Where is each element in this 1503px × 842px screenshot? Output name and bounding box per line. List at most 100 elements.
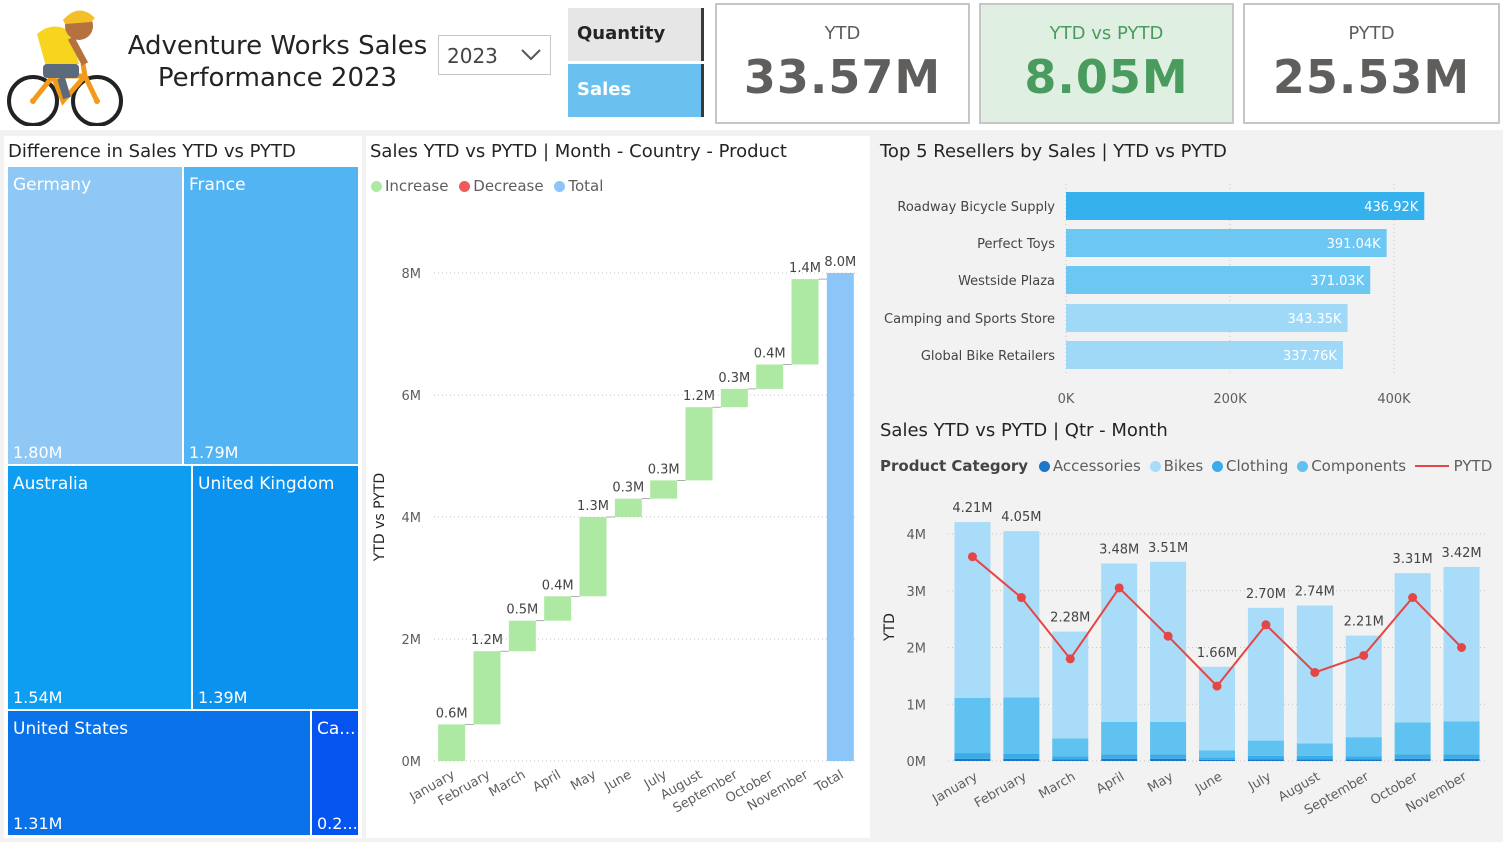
kpi-value: 8.05M <box>1024 50 1189 104</box>
x-tick-label: April <box>530 767 563 795</box>
kpi-label: YTD vs PYTD <box>1049 23 1164 44</box>
y-tick-label: 0M <box>907 755 927 770</box>
stacked-bar-segment <box>1003 697 1040 754</box>
tile-name: United Kingdom <box>198 474 335 494</box>
stacked-bar-segment <box>1003 531 1040 698</box>
data-label: 371.03K <box>1310 274 1364 289</box>
legend-swatch-accessories <box>1038 461 1050 472</box>
legend-swatch-total <box>554 181 566 192</box>
kpi-value: 33.57M <box>743 50 942 104</box>
tile-name: France <box>189 175 246 195</box>
data-label: 2.21M <box>1344 615 1384 630</box>
x-tick-label: 0K <box>1058 392 1075 407</box>
kpi-card-ytd: YTD 33.57M <box>715 3 970 124</box>
tile-value: 1.79M <box>189 443 239 462</box>
pytd-point <box>1114 583 1124 593</box>
kpi-card-pytd: PYTD 25.53M <box>1243 3 1500 124</box>
data-label: 3.48M <box>1099 543 1139 558</box>
treemap-tile-united-states[interactable]: United States 1.31M <box>7 710 311 836</box>
legend-swatch-components <box>1297 461 1309 472</box>
stacked-bar-segment <box>1247 607 1284 741</box>
legend-item-decrease[interactable]: Decrease <box>473 177 544 195</box>
stacked-bar-segment <box>1394 754 1431 759</box>
stacked-bar-segment <box>1150 754 1187 759</box>
x-tick-label: May <box>568 767 599 794</box>
stacked-bar-segment <box>1296 755 1333 760</box>
stacked-bar-segment <box>1150 758 1187 761</box>
y-tick-label: 4M <box>402 511 422 526</box>
treemap-tile-france[interactable]: France 1.79M <box>183 166 359 465</box>
pytd-point <box>1163 631 1173 641</box>
quantity-toggle-button[interactable]: Quantity <box>568 8 704 61</box>
data-label: 2.28M <box>1050 611 1090 626</box>
data-label: 8.0M <box>824 255 856 270</box>
reseller-bar <box>1066 266 1371 294</box>
waterfall-panel: Sales YTD vs PYTD | Month - Country - Pr… <box>366 136 870 838</box>
treemap-tile-canada[interactable]: Ca... 0.2... <box>311 710 359 836</box>
legend-item-components[interactable]: Components <box>1311 457 1407 475</box>
waterfall-bar <box>826 273 854 761</box>
data-label: 436.92K <box>1364 200 1418 215</box>
stacked-bar-segment <box>954 522 991 699</box>
sales-toggle-button[interactable]: Sales <box>568 64 704 117</box>
stacked-bar-segment <box>1247 755 1284 760</box>
reseller-name: Perfect Toys <box>977 237 1055 252</box>
treemap-tile-united-kingdom[interactable]: United Kingdom 1.39M <box>192 465 359 710</box>
y-tick-label: 1M <box>907 698 927 713</box>
legend-item-accessories[interactable]: Accessories <box>1052 457 1141 475</box>
x-tick-label: 400K <box>1377 392 1411 407</box>
x-tick-label: June <box>1192 769 1225 797</box>
kpi-label: PYTD <box>1348 23 1395 44</box>
combo-title: Sales YTD vs PYTD | Qtr - Month <box>880 420 1168 441</box>
header: Adventure Works Sales Performance 2023 2… <box>0 0 1503 130</box>
legend-item-increase[interactable]: Increase <box>385 177 449 195</box>
stacked-bar-segment <box>1345 759 1382 761</box>
x-tick-label: March <box>1036 769 1078 802</box>
data-label: 0.4M <box>542 578 574 593</box>
pytd-point <box>1457 643 1467 652</box>
stacked-bar-segment <box>954 698 991 754</box>
data-label: 3.42M <box>1441 546 1481 561</box>
legend-line-pytd-icon <box>1414 465 1449 467</box>
stacked-bar-segment <box>1101 758 1138 761</box>
data-label: 0.3M <box>648 462 680 477</box>
stacked-bar-segment <box>1150 721 1187 755</box>
stacked-bar-segment <box>1052 631 1089 739</box>
treemap-tile-australia[interactable]: Australia 1.54M <box>7 465 192 710</box>
stacked-bar-segment <box>1296 743 1333 756</box>
data-label: 1.66M <box>1197 646 1237 661</box>
stacked-bar-segment <box>1345 635 1382 738</box>
stacked-bar-segment <box>1052 738 1089 757</box>
tile-name: United States <box>13 719 129 739</box>
legend-item-clothing[interactable]: Clothing <box>1226 457 1289 475</box>
legend-item-pytd[interactable]: PYTD <box>1453 457 1493 475</box>
combo-legend: Product Category Accessories Bikes Cloth… <box>880 457 1492 475</box>
stacked-bar-segment <box>1150 561 1187 722</box>
year-dropdown[interactable]: 2023 <box>438 35 551 75</box>
stacked-bar-segment <box>1003 758 1040 761</box>
tile-name: Germany <box>13 175 92 195</box>
data-label: 4.21M <box>952 501 992 516</box>
stacked-bar-segment <box>1247 740 1284 756</box>
legend-item-total[interactable]: Total <box>568 177 604 195</box>
treemap-tile-germany[interactable]: Germany 1.80M <box>7 166 183 465</box>
stacked-bar-segment <box>954 753 991 759</box>
x-tick-label: July <box>1245 769 1274 794</box>
legend-item-bikes[interactable]: Bikes <box>1163 457 1204 475</box>
data-label: 1.2M <box>683 389 715 404</box>
data-label: 2.70M <box>1246 587 1286 602</box>
waterfall-bar <box>756 364 784 389</box>
x-tick-label: Total <box>812 767 847 796</box>
legend-swatch-clothing <box>1212 461 1223 472</box>
kpi-label: YTD <box>824 23 861 44</box>
tile-value: 1.39M <box>198 688 248 707</box>
tile-value: 1.54M <box>13 688 63 707</box>
stacked-bar-segment <box>1101 754 1138 759</box>
resellers-panel: Top 5 Resellers by Sales | YTD vs PYTD 0… <box>874 136 1499 414</box>
waterfall-legend: Increase Decrease Total <box>371 177 603 195</box>
legend-swatch-bikes <box>1149 461 1161 472</box>
waterfall-bar <box>544 596 572 621</box>
x-tick-label: May <box>1145 769 1176 796</box>
title-line-1: Adventure Works Sales <box>127 31 428 61</box>
